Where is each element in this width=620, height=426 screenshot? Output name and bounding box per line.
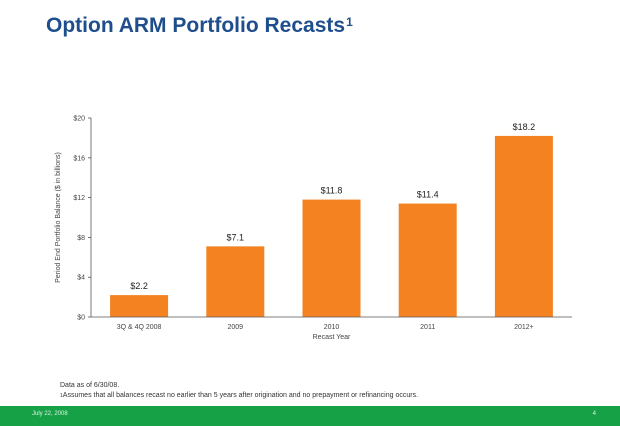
assumption-note: 1Assumes that all balances recast no ear…	[60, 391, 418, 401]
y-tick-label: $0	[77, 315, 85, 322]
bar-value-label: $18.2	[513, 122, 536, 132]
x-axis-ticks: 3Q & 4Q 2008 2009 2010 2011 2012+	[117, 324, 534, 331]
x-tick-label: 2010	[324, 324, 340, 331]
y-tick-label: $8	[77, 235, 85, 242]
bar-value-label: $2.2	[130, 281, 148, 291]
bar	[398, 203, 457, 317]
y-axis-ticks: $0 $4 $8 $12 $16 $20	[73, 116, 91, 322]
data-date-note: Data as of 6/30/08.	[60, 382, 120, 389]
title-footnote-mark: 1	[346, 15, 353, 29]
x-tick-label: 2012+	[514, 324, 534, 331]
x-axis-label: Recast Year	[313, 334, 351, 341]
slide-title-text: Option ARM Portfolio Recasts	[46, 14, 346, 37]
y-tick-label: $16	[73, 155, 85, 162]
footnotes: Data as of 6/30/08. 1Assumes that all ba…	[60, 381, 418, 401]
x-tick-label: 2011	[420, 324, 435, 331]
y-tick-label: $12	[73, 195, 85, 202]
footnote-mark: 1	[60, 393, 63, 399]
bar	[494, 135, 553, 317]
bar-value-label: $11.4	[417, 190, 439, 200]
bar-value-label: $11.8	[321, 186, 343, 196]
y-axis-label: Period End Portfolio Balance ($ in billi…	[55, 152, 62, 283]
assumption-note-text: Assumes that all balances recast no earl…	[62, 392, 419, 399]
slide-title: Option ARM Portfolio Recasts1	[46, 14, 353, 38]
bars: $2.2 $7.1 $11.8 $11.4 $18.2	[110, 122, 553, 317]
y-tick-label: $20	[73, 116, 85, 123]
bar-value-label: $7.1	[227, 232, 245, 242]
y-tick-label: $4	[77, 275, 85, 282]
page-number: 4	[592, 411, 596, 417]
footer-bar: July 22, 2008 4	[0, 406, 620, 426]
x-tick-label: 3Q & 4Q 2008	[117, 324, 162, 331]
bar	[302, 199, 361, 317]
bar	[110, 295, 169, 317]
footer-date: July 22, 2008	[32, 411, 68, 417]
x-tick-label: 2009	[228, 324, 244, 331]
bar	[206, 246, 265, 317]
